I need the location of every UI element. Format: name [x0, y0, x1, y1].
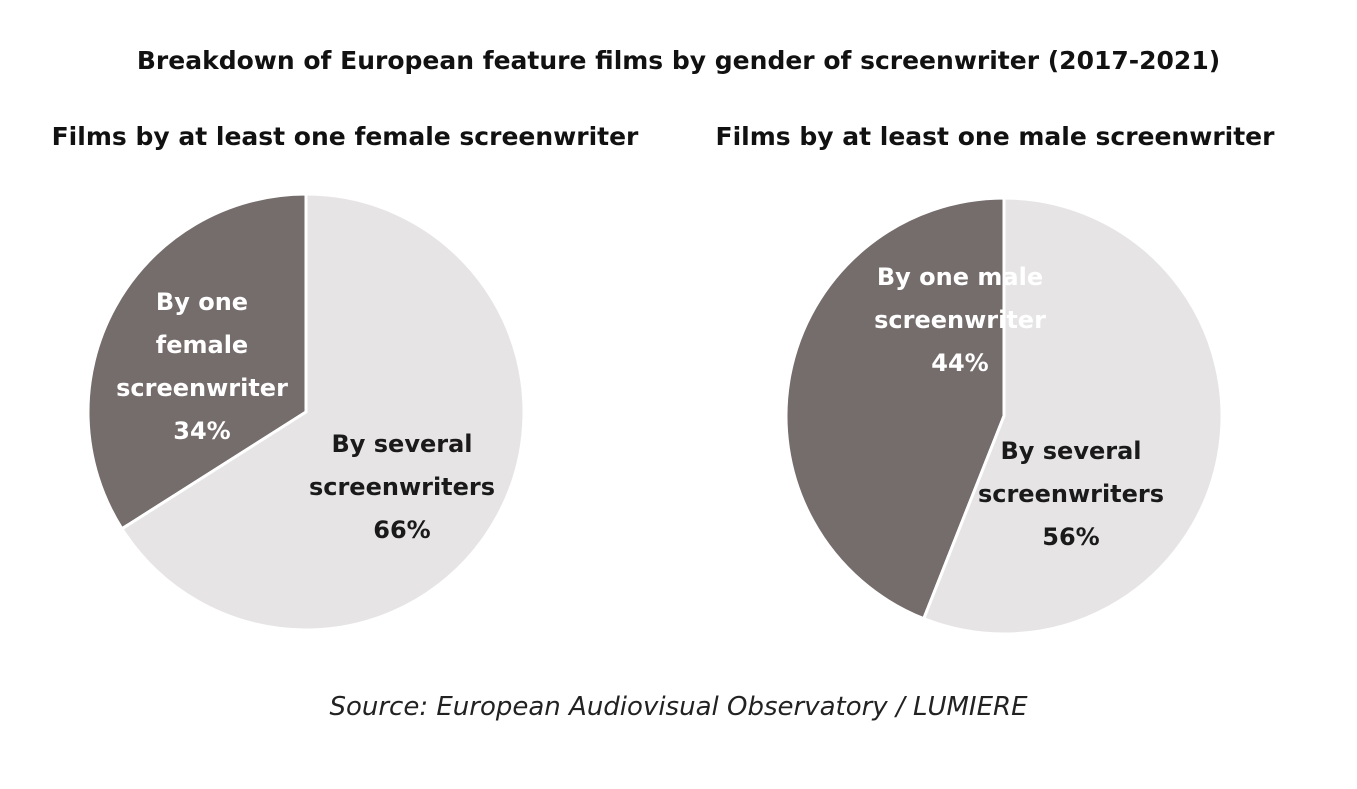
pie-slice-male-several-writers: [922, 196, 1224, 636]
pie-slice-female-several-writers: [120, 192, 526, 632]
slice-label-male-several-writers: By several screenwriters 56%: [978, 437, 1164, 551]
pie-female: By one female screenwriter 34% By several scr…: [86, 192, 526, 632]
pie-chart-title-male: Films by at least one male screenwriter: [715, 122, 1275, 151]
figure-title: Breakdown of European feature films by g…: [136, 46, 1221, 75]
pie-chart-title-female: Films by at least one female screenwrite…: [51, 122, 639, 151]
slice-label-female-several-writers: By several screenwriters 66%: [309, 430, 495, 544]
source-note: Source: European Audiovisual Observatory…: [329, 692, 1028, 722]
pie-slice-male-one-writer: [784, 196, 1006, 621]
slice-label-female-one-writer: By one female screenwriter 34%: [116, 288, 288, 445]
slice-label-male-one-writer: By one male screenwriter 44%: [874, 263, 1046, 377]
pie-male: By one male screenwriter 44% By several scre…: [784, 196, 1224, 636]
